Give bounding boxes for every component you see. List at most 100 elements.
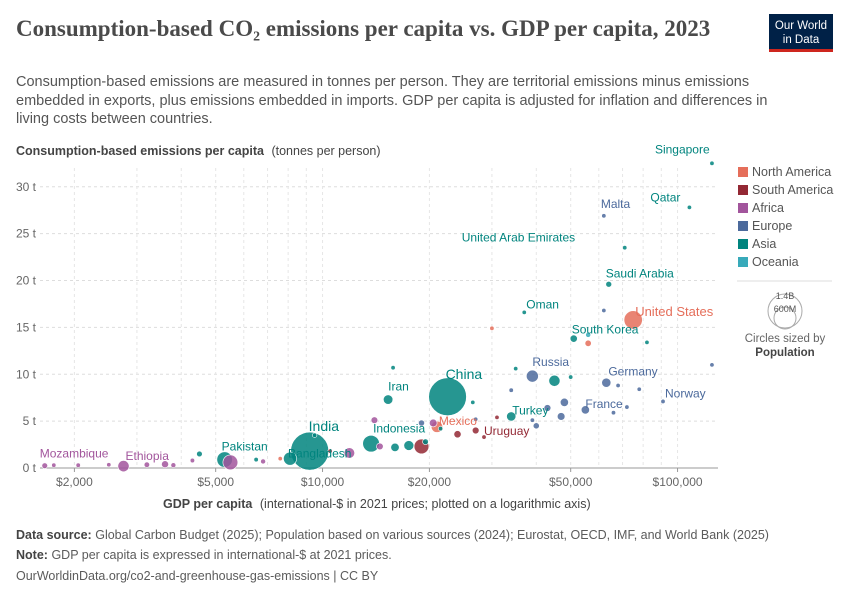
y-axis-title: Consumption-based emissions per capita (… xyxy=(16,144,381,158)
grid-lines: 0 t 5 t 10 t 15 t 20 t 25 t 30 t $2,000 $5,000 $1… xyxy=(16,168,718,489)
data-point xyxy=(508,387,514,393)
point-label-iran: Iran xyxy=(388,380,409,394)
data-point xyxy=(429,418,438,428)
data-point xyxy=(568,374,574,380)
point-label-united-states: United States xyxy=(635,304,714,319)
data-point-uruguay xyxy=(481,434,487,440)
size-legend-large-circle xyxy=(767,293,803,329)
point-label-qatar: Qatar xyxy=(650,190,680,204)
data-point-oman xyxy=(521,309,527,315)
source-url[interactable]: OurWorldinData.org/co2-and-greenhouse-ga… xyxy=(16,569,379,583)
legend-swatch-africa xyxy=(738,203,748,213)
data-point xyxy=(615,383,621,389)
data-point xyxy=(584,339,592,347)
y-tick-label: 25 t xyxy=(16,227,37,241)
data-point-russia xyxy=(526,369,539,383)
data-point xyxy=(494,414,500,420)
point-label-malta: Malta xyxy=(601,197,631,211)
data-point xyxy=(418,419,425,427)
point-label-norway: Norway xyxy=(665,386,706,400)
data-point xyxy=(75,462,81,468)
data-point-mozambique xyxy=(41,462,48,469)
size-legend-small-label: 600M xyxy=(774,304,797,314)
point-label-uruguay: Uruguay xyxy=(484,424,529,438)
data-point xyxy=(624,404,630,410)
data-point-norway xyxy=(660,398,666,404)
data-point xyxy=(473,416,479,422)
data-point-united-arab-emirates xyxy=(622,245,628,251)
data-point xyxy=(636,386,642,392)
data-point xyxy=(370,416,379,424)
point-label-saudi-arabia: Saudi Arabia xyxy=(606,266,674,280)
point-label-south-korea: South Korea xyxy=(572,323,639,337)
data-point xyxy=(403,440,415,451)
data-point-malta xyxy=(601,213,607,219)
data-point-germany xyxy=(601,377,612,388)
data-point xyxy=(453,430,462,439)
data-point xyxy=(260,458,266,465)
data-point xyxy=(189,457,195,464)
legend-swatch-asia xyxy=(738,239,748,249)
x-axis-title-unit: (international-$ in 2021 prices; plotted… xyxy=(260,497,591,511)
size-legend-title: Circles sized by xyxy=(745,333,826,345)
chart-subtitle: Consumption-based emissions are measured… xyxy=(16,74,768,127)
data-point xyxy=(376,442,384,451)
data-point-singapore xyxy=(709,160,715,166)
owid-logo[interactable]: Our World in Data xyxy=(769,14,833,52)
data-point xyxy=(277,456,283,462)
y-tick-label: 10 t xyxy=(16,367,37,381)
data-point-united-states xyxy=(623,310,643,330)
data-point xyxy=(556,412,566,421)
data-point-bangladesh xyxy=(283,451,297,466)
data-point-china xyxy=(428,377,467,416)
point-label-ethiopia: Ethiopia xyxy=(126,449,170,463)
data-point xyxy=(312,432,318,438)
point-label-bangladesh: Bangladesh xyxy=(288,447,351,461)
data-point xyxy=(222,454,239,471)
point-label-china: China xyxy=(446,366,483,382)
point-label-turkey: Turkey xyxy=(512,403,548,417)
data-point xyxy=(422,438,429,445)
data-point-ethiopia xyxy=(117,460,130,473)
y-axis-title-unit: (tonnes per person) xyxy=(271,144,380,158)
data-point-indonesia xyxy=(362,434,380,453)
point-label-singapore: Singapore xyxy=(655,142,710,156)
y-tick-label: 5 t xyxy=(23,414,37,428)
y-axis-title-main: Consumption-based emissions per capita xyxy=(16,144,265,158)
x-axis-title-text: GDP per capita (international-$ in 2021 … xyxy=(163,497,591,511)
data-source-label: Data source: xyxy=(16,528,92,542)
point-label-france: France xyxy=(585,397,623,411)
data-point xyxy=(106,462,112,468)
legend: North America South America Africa Europe As… xyxy=(737,165,833,359)
point-label-india: India xyxy=(309,418,340,434)
data-point-south-korea xyxy=(569,334,578,343)
data-point xyxy=(196,450,203,458)
data-point xyxy=(610,410,616,416)
size-legend-variable: Population xyxy=(755,347,814,359)
data-point-qatar xyxy=(686,204,692,210)
point-label-pakistan: Pakistan xyxy=(222,440,268,454)
x-axis-title-main: GDP per capita xyxy=(163,497,253,511)
legend-swatch-north-america xyxy=(738,167,748,177)
y-tick-label: 0 t xyxy=(23,461,37,475)
data-point xyxy=(644,339,650,345)
logo-line-1: Our World xyxy=(774,20,828,32)
legend-swatch-oceania xyxy=(738,257,748,267)
data-point xyxy=(529,417,535,423)
y-tick-label: 30 t xyxy=(16,180,37,194)
x-tick-label: $2,000 xyxy=(56,475,93,489)
data-point xyxy=(253,457,259,463)
legend-label-south-america: South America xyxy=(752,183,833,197)
note: Note: GDP per capita is expressed in int… xyxy=(16,548,392,562)
data-source-text: Global Carbon Budget (2025); Population … xyxy=(95,528,769,542)
point-label-united-arab-emirates: United Arab Emirates xyxy=(462,231,575,245)
size-legend-large-label: 1.4B xyxy=(776,291,795,301)
x-axis-title-svg: GDP per capita (international-$ in 2021 … xyxy=(163,497,591,511)
data-point xyxy=(471,426,480,435)
legend-swatch-south-america xyxy=(738,185,748,195)
data-points xyxy=(41,160,715,473)
data-point xyxy=(143,461,150,468)
x-tick-label: $20,000 xyxy=(408,475,452,489)
point-label-mozambique: Mozambique xyxy=(40,447,109,461)
note-label: Note: xyxy=(16,548,48,562)
